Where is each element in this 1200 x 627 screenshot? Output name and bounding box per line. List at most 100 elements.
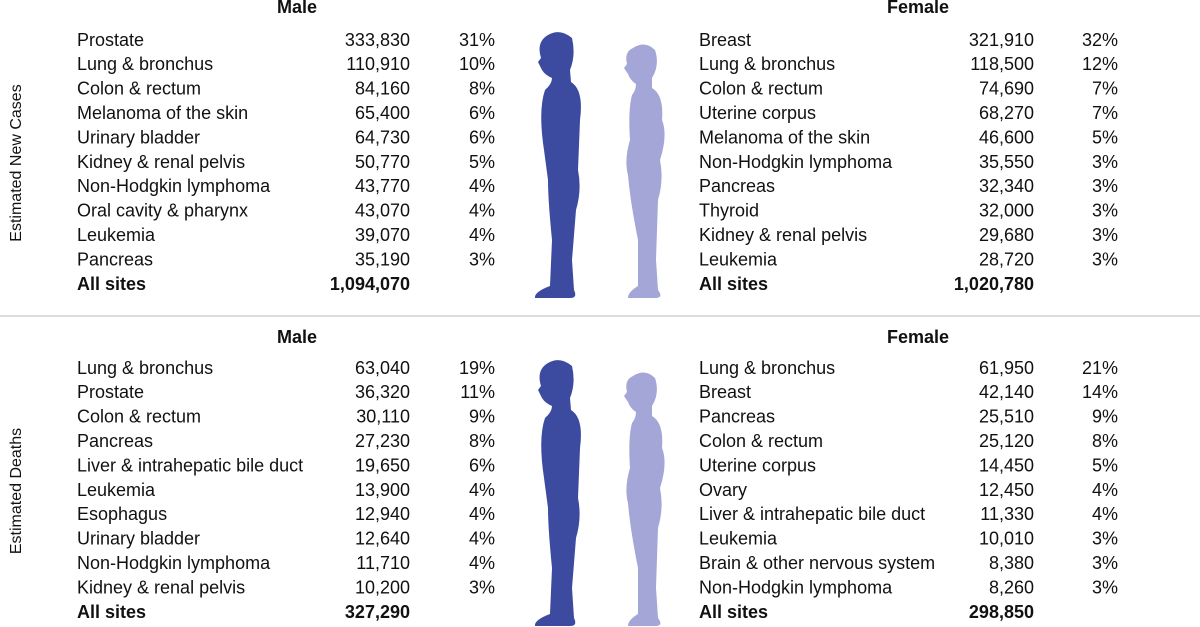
site-name: Uterine corpus [699,103,816,123]
percent: 10% [459,54,495,74]
site-name: Esophagus [77,504,167,524]
site-name: Pancreas [77,249,153,269]
percent: 9% [1092,407,1118,427]
case-count: 32,340 [979,176,1034,196]
site-name: Uterine corpus [699,455,816,475]
percent: 4% [1092,504,1118,524]
site-name: Breast [699,382,751,402]
percent: 31% [459,30,495,50]
case-count: 74,690 [979,79,1034,99]
percent: 3% [1092,249,1118,269]
case-count: 19,650 [355,455,410,475]
case-count: 61,950 [979,358,1034,378]
percent: 19% [459,358,495,378]
case-count: 118,500 [970,54,1034,74]
male-silhouette [534,32,581,298]
percent: 4% [469,529,495,549]
percent: 11% [460,382,495,402]
site-name: Colon & rectum [77,407,201,427]
site-name: Colon & rectum [699,431,823,451]
case-count: 27,230 [355,431,410,451]
percent: 4% [469,176,495,196]
male-silhouette [534,360,581,626]
case-count: 14,450 [979,455,1034,475]
site-name: Non-Hodgkin lymphoma [77,553,271,573]
site-name: Lung & bronchus [699,54,835,74]
site-name: Non-Hodgkin lymphoma [699,152,893,172]
site-name: Leukemia [699,249,778,269]
site-name: Liver & intrahepatic bile duct [77,455,303,475]
percent: 3% [469,577,495,597]
section-label: Estimated Deaths [8,428,25,554]
site-name: Colon & rectum [699,79,823,99]
case-count: 35,190 [355,249,410,269]
case-count: 11,330 [980,504,1034,524]
site-name: Lung & bronchus [77,54,213,74]
percent: 32% [1082,30,1118,50]
percent: 3% [469,249,495,269]
site-name: Kidney & renal pelvis [77,152,245,172]
case-count: 68,270 [979,103,1034,123]
total-label: All sites [77,274,146,294]
percent: 6% [469,127,495,147]
site-name: Prostate [77,382,144,402]
case-count: 8,380 [989,553,1034,573]
site-name: Pancreas [77,431,153,451]
site-name: Colon & rectum [77,79,201,99]
site-name: Leukemia [77,480,156,500]
total-label: All sites [699,274,768,294]
percent: 7% [1092,79,1118,99]
case-count: 12,640 [355,529,410,549]
section-label: Estimated New Cases [8,84,25,241]
case-count: 25,120 [979,431,1034,451]
case-count: 28,720 [979,249,1034,269]
percent: 3% [1092,201,1118,221]
percent: 3% [1092,553,1118,573]
site-name: Non-Hodgkin lymphoma [77,176,271,196]
site-name: Brain & other nervous system [699,553,935,573]
case-count: 35,550 [979,152,1034,172]
case-count: 8,260 [989,577,1034,597]
percent: 3% [1092,176,1118,196]
case-count: 29,680 [979,225,1034,245]
case-count: 10,010 [979,529,1034,549]
percent: 8% [1092,431,1118,451]
percent: 7% [1092,103,1118,123]
percent: 6% [469,103,495,123]
total-count: 298,850 [969,602,1034,622]
group-title: Female [887,327,949,347]
group-title: Male [277,327,317,347]
case-count: 63,040 [355,358,410,378]
percent: 3% [1092,152,1118,172]
case-count: 84,160 [355,79,410,99]
case-count: 10,200 [355,577,410,597]
site-name: Kidney & renal pelvis [77,577,245,597]
percent: 5% [469,152,495,172]
site-name: Prostate [77,30,144,50]
percent: 5% [1092,127,1118,147]
site-name: Lung & bronchus [77,358,213,378]
percent: 4% [1092,480,1118,500]
site-name: Pancreas [699,407,775,427]
percent: 3% [1092,529,1118,549]
percent: 4% [469,225,495,245]
percent: 12% [1082,54,1118,74]
site-name: Pancreas [699,176,775,196]
group-title: Male [277,0,317,17]
percent: 8% [469,79,495,99]
silhouettes [534,32,665,626]
site-name: Liver & intrahepatic bile duct [699,504,925,524]
case-count: 36,320 [355,382,410,402]
percent: 9% [469,407,495,427]
percent: 6% [469,455,495,475]
case-count: 333,830 [345,30,410,50]
site-name: Ovary [699,480,747,500]
case-count: 42,140 [979,382,1034,402]
site-name: Urinary bladder [77,529,200,549]
site-name: Oral cavity & pharynx [77,201,248,221]
site-name: Breast [699,30,751,50]
total-count: 1,094,070 [330,274,410,294]
case-count: 30,110 [356,407,410,427]
female-silhouette [624,372,665,626]
